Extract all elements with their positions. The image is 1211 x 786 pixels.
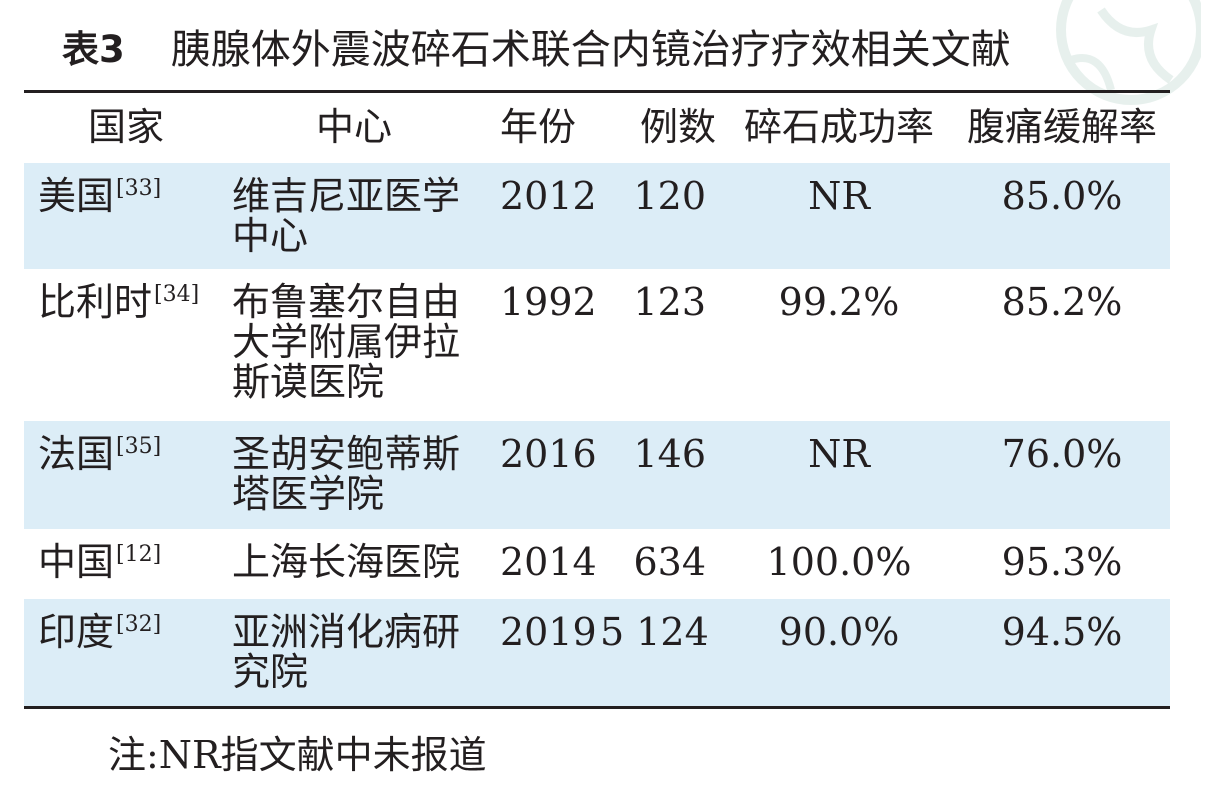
reference-marker: [35] bbox=[116, 434, 162, 459]
table-caption: 表3 胰腺体外震波碎石术联合内镜治疗疗效相关文献 bbox=[62, 18, 1011, 74]
table-number: 表3 bbox=[62, 28, 125, 71]
country-name: 中国 bbox=[38, 540, 115, 584]
cell-country: 中国[12] bbox=[24, 529, 232, 599]
cell-center: 亚洲消化病研究院 bbox=[232, 610, 461, 694]
cell-center: 布鲁塞尔自由大学附属伊拉斯谟医院 bbox=[232, 280, 461, 404]
cell-country: 法国[35] bbox=[24, 421, 232, 529]
header-year: 年份 bbox=[500, 105, 577, 150]
cell-pain-relief: 94.5% bbox=[1001, 610, 1123, 654]
cell-country: 美国[33] bbox=[24, 163, 232, 269]
table-row: 法国[35] 圣胡安鲍蒂斯塔医学院 2016 146 NR 76.0% bbox=[24, 421, 1170, 529]
cell-year: 2016 bbox=[500, 432, 597, 476]
cell-cases: 120 bbox=[633, 174, 706, 218]
cell-year: 2014 bbox=[500, 540, 597, 584]
cell-cases: 5 124 bbox=[600, 610, 709, 654]
cell-stone-success: NR bbox=[808, 174, 870, 218]
reference-marker: [12] bbox=[116, 542, 162, 567]
cell-year: 1992 bbox=[500, 280, 597, 324]
header-cases: 例数 bbox=[639, 105, 716, 150]
table-row: 美国[33] 维吉尼亚医学中心 2012 120 NR 85.0% bbox=[24, 163, 1170, 269]
watermark-seal bbox=[1056, 0, 1201, 105]
cell-country: 印度[32] bbox=[24, 599, 232, 707]
reference-marker: [32] bbox=[116, 612, 162, 637]
table-footnote: 注:NR指文献中未报道 bbox=[108, 733, 487, 777]
cell-country: 比利时[34] bbox=[24, 269, 232, 421]
cell-cases: 634 bbox=[633, 540, 706, 584]
country-name: 印度 bbox=[38, 610, 115, 654]
country-name: 美国 bbox=[38, 174, 115, 218]
cell-stone-success: NR bbox=[808, 432, 870, 476]
cell-stone-success: 99.2% bbox=[778, 280, 900, 324]
cell-pain-relief: 95.3% bbox=[1001, 540, 1123, 584]
data-table: 国家 中心 年份 例数 碎石成功率 腹痛缓解率 美国[33] 维吉尼亚医学中心 … bbox=[24, 90, 1170, 709]
reference-marker: [34] bbox=[154, 282, 200, 307]
header-row: 国家 中心 年份 例数 碎石成功率 腹痛缓解率 bbox=[24, 91, 1170, 164]
cell-pain-relief: 85.2% bbox=[1001, 280, 1123, 324]
cell-pain-relief: 76.0% bbox=[1001, 432, 1123, 476]
table-title: 胰腺体外震波碎石术联合内镜治疗疗效相关文献 bbox=[170, 27, 1011, 73]
country-name: 法国 bbox=[38, 432, 115, 476]
cell-center: 维吉尼亚医学中心 bbox=[232, 174, 461, 258]
header-stone-success: 碎石成功率 bbox=[743, 105, 934, 150]
header-country: 国家 bbox=[88, 105, 165, 150]
cell-year: 2019 bbox=[500, 610, 597, 654]
cell-stone-success: 100.0% bbox=[766, 540, 912, 584]
cell-cases: 123 bbox=[633, 280, 706, 324]
data-table-container: 国家 中心 年份 例数 碎石成功率 腹痛缓解率 美国[33] 维吉尼亚医学中心 … bbox=[24, 90, 1170, 709]
cell-cases: 146 bbox=[633, 432, 706, 476]
header-pain-relief: 腹痛缓解率 bbox=[966, 105, 1157, 150]
cell-stone-success: 90.0% bbox=[778, 610, 900, 654]
cell-center: 上海长海医院 bbox=[232, 540, 461, 584]
reference-marker: [33] bbox=[116, 176, 162, 201]
cell-year: 2012 bbox=[500, 174, 597, 218]
cell-pain-relief: 85.0% bbox=[1001, 174, 1123, 218]
table-row: 印度[32] 亚洲消化病研究院 2019 5 124 90.0% 94.5% bbox=[24, 599, 1170, 707]
country-name: 比利时 bbox=[38, 280, 153, 324]
table-row: 比利时[34] 布鲁塞尔自由大学附属伊拉斯谟医院 1992 123 99.2% … bbox=[24, 269, 1170, 421]
table-row: 中国[12] 上海长海医院 2014 634 100.0% 95.3% bbox=[24, 529, 1170, 599]
header-center: 中心 bbox=[316, 105, 393, 150]
cell-center: 圣胡安鲍蒂斯塔医学院 bbox=[232, 432, 461, 516]
